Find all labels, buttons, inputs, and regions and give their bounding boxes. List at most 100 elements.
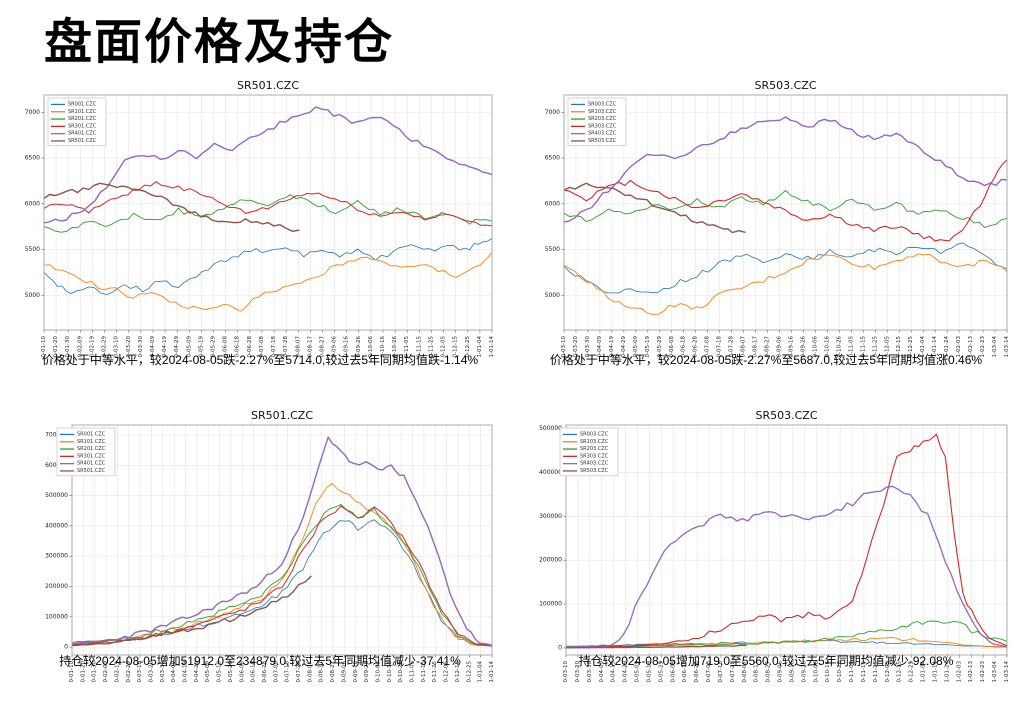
x-tick-label: 1-02-13 [968,661,974,683]
plot-area [564,95,1007,330]
x-tick-label: 0-08-17 [754,661,760,683]
y-tick-label: 6000 [25,200,40,207]
x-tick-label: 0-10-06 [375,661,381,683]
x-tick-label: 0-10-26 [398,661,404,683]
x-tick-label: 1-01-04 [478,661,484,683]
x-tick-label: 0-08-07 [307,661,313,683]
y-tick-label: 5500 [25,246,40,253]
x-tick-label: 1-01-14 [489,336,495,358]
legend-label-SR501.CZC: SR501.CZC [77,468,106,474]
legend-label-SR003.CZC: SR003.CZC [588,101,617,107]
x-tick-label: 0-12-15 [897,661,903,683]
x-tick-label: 0-04-09 [597,336,603,358]
series-line-SR201.CZC [43,194,493,233]
chart-title: SR501.CZC [251,409,313,422]
x-tick-label: 0-08-17 [307,336,313,358]
x-tick-label: 0-11-25 [872,336,878,358]
legend-label-SR303.CZC: SR303.CZC [580,453,609,459]
x-tick-label: 0-05-29 [211,336,217,358]
x-tick-label: 1-01-24 [944,661,950,683]
legend-label-SR001.CZC: SR001.CZC [68,101,97,107]
position-chart-sr501: SR501.CZC 0-01-10 0-01-20 0-01-30 0-02-09 0-0… [45,409,495,683]
x-tick-label: 0-09-16 [344,336,350,358]
x-tick-label: 1-02-03 [956,661,962,683]
series-line-SR403.CZC [565,485,1008,648]
x-tick-label: 0-10-06 [812,336,818,358]
x-tick-label: 0-10-16 [387,661,393,683]
x-tick-label: 0-11-05 [849,661,855,683]
series-line-SR403.CZC [563,116,1008,223]
x-tick-label: 0-02-09 [103,661,109,683]
legend-label-SR503.CZC: SR503.CZC [580,468,609,474]
x-tick-label: 0-12-05 [441,336,447,358]
y-tick-label: 6500 [25,155,40,162]
series-line-SR203.CZC [565,620,1008,648]
x-tick-label: 0-08-27 [319,336,325,358]
x-tick-label: 0-06-28 [694,661,700,683]
series-line-SR303.CZC [563,159,1008,242]
legend-label-SR103.CZC: SR103.CZC [588,109,617,115]
y-tick-label: 400000 [539,469,562,476]
x-tick-label: 0-08-07 [741,336,747,358]
x-tick-label: 0-07-08 [706,661,712,683]
x-tick-label: 0-01-30 [92,661,98,683]
series-line-SR503.CZC [566,644,747,649]
x-tick-label: 0-04-29 [623,661,629,683]
x-tick-label: 0-06-18 [681,336,687,358]
x-tick-label: 0-10-16 [824,336,830,358]
y-tick-label: 200000 [45,583,68,590]
x-tick-label: 0-05-09 [205,661,211,683]
legend-label-SR201.CZC: SR201.CZC [77,446,106,452]
x-tick-label: 0-06-08 [670,661,676,683]
y-tick-label: 300000 [539,513,562,520]
y-tick-label: 300000 [45,553,68,560]
x-tick-label: 0-02-29 [126,661,132,683]
y-tick-label: 600000 [45,462,68,469]
x-tick-label: 1-01-04 [477,336,483,358]
x-tick-label: 1-01-14 [932,336,938,358]
x-tick-label: 0-01-10 [41,336,47,358]
x-tick-label: 0-04-19 [611,661,617,683]
panel-position-sr503: SR503.CZC 0-03-10 0-03-20 0-03-30 0-04-09 0-0… [520,408,1012,713]
x-tick-label: 0-12-15 [453,336,459,358]
x-tick-label: 0-03-30 [160,661,166,683]
price-caption-sr503: 价格处于中等水平，较2024-08-05跌-2.27%至5687.0,较过去5年… [549,353,983,367]
x-tick-label: 0-07-28 [283,336,289,358]
price-chart-sr503: SR503.CZC 0-03-10 0-03-20 0-03-30 0-04-09 0-0… [545,79,1010,358]
legend-label-SR303.CZC: SR303.CZC [588,123,617,129]
x-tick-label: 0-10-26 [392,336,398,358]
x-tick-label: 1-01-04 [920,336,926,358]
series-line-SR001.CZC [43,238,493,295]
x-tick-label: 0-01-10 [69,661,75,683]
x-tick-label: 0-04-29 [174,336,180,358]
x-tick-label: 0-09-26 [364,661,370,683]
x-tick-label: 0-11-05 [410,661,416,683]
x-tick-label: 0-10-26 [836,336,842,358]
x-tick-label: 0-05-09 [186,336,192,358]
x-tick-label: 0-10-16 [825,661,831,683]
x-tick-label: 0-05-29 [228,661,234,683]
legend-label-SR403.CZC: SR403.CZC [580,461,609,467]
x-tick-label: 0-03-30 [585,336,591,358]
x-tick-label: 0-01-30 [65,336,71,358]
legend-label-SR103.CZC: SR103.CZC [580,439,609,445]
x-tick-label: 0-03-30 [587,661,593,683]
series-line-SR401.CZC [71,436,493,646]
x-tick-label: 0-11-05 [848,336,854,358]
x-tick-label: 0-08-27 [765,336,771,358]
series-line-SR203.CZC [563,190,1008,228]
x-tick-label: 0-12-25 [466,661,472,683]
x-tick-label: 0-10-26 [837,661,843,683]
y-tick-label: 400000 [45,522,68,529]
series-line-SR501.CZC [71,575,312,647]
x-tick-label: 0-03-30 [138,336,144,358]
x-tick-label: 0-09-16 [788,336,794,358]
legend-label-SR401.CZC: SR401.CZC [68,131,97,137]
legend-label-SR301.CZC: SR301.CZC [77,453,106,459]
x-tick-label: 0-10-16 [380,336,386,358]
legend-label-SR001.CZC: SR001.CZC [77,431,106,437]
x-tick-label: 0-02-19 [114,661,120,683]
x-tick-label: 0-09-26 [800,336,806,358]
x-tick-label: 0-01-20 [80,661,86,683]
series-line-SR501.CZC [43,182,300,232]
